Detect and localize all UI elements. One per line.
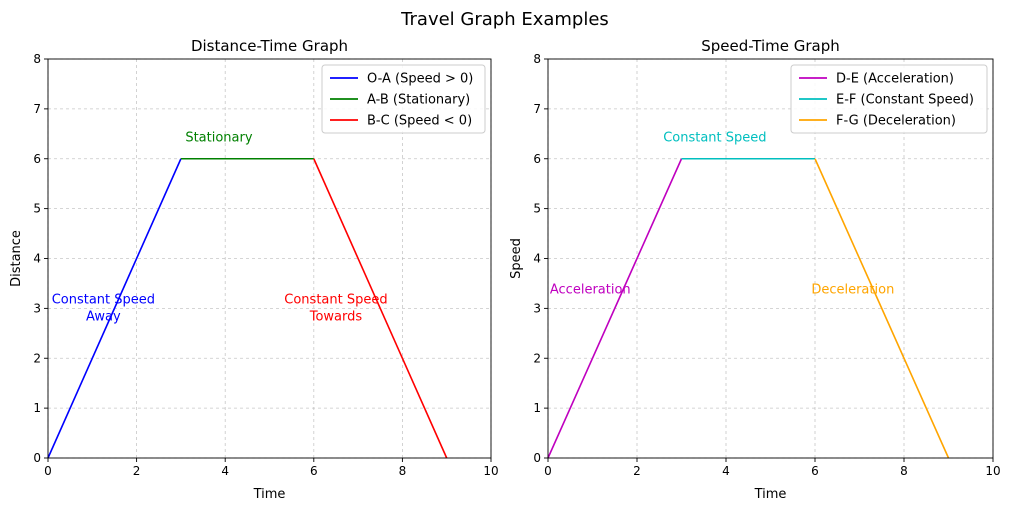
distance-time-annotation-0: Stationary	[185, 130, 253, 145]
distance-time-y-tick-label: 1	[33, 401, 41, 415]
distance-time-legend-label-0: O-A (Speed > 0)	[367, 72, 473, 87]
distance-time-x-tick-label: 0	[44, 464, 52, 478]
speed-time-legend-label-2: F-G (Deceleration)	[836, 114, 956, 129]
speed-time-x-tick-label: 6	[811, 464, 819, 478]
distance-time-y-tick-label: 3	[33, 301, 41, 315]
distance-time-series-line-2	[313, 158, 448, 459]
speed-time-y-tick-label: 5	[533, 202, 541, 216]
distance-time-x-tick-label: 8	[399, 464, 407, 478]
speed-time-x-tick-label: 8	[900, 464, 908, 478]
distance-time-x-tick-label: 2	[133, 464, 141, 478]
speed-time-x-tick-label: 0	[544, 464, 552, 478]
speed-time-annotation-0: Constant Speed	[663, 130, 766, 145]
speed-time-x-axis-label: Time	[754, 487, 787, 502]
speed-time-annotation-1: Acceleration	[550, 282, 631, 297]
distance-time-y-axis-label: Distance	[9, 230, 24, 287]
distance-time-y-tick-label: 7	[33, 102, 41, 116]
speed-time-series-line-0	[547, 158, 683, 459]
distance-time-x-tick-label: 4	[221, 464, 229, 478]
distance-time-y-tick-label: 8	[33, 52, 41, 66]
distance-time-y-tick-label: 2	[33, 351, 41, 365]
distance-time-y-tick-label: 0	[33, 451, 41, 465]
speed-time-legend-label-1: E-F (Constant Speed)	[836, 93, 974, 108]
distance-time-y-tick-label: 4	[33, 252, 41, 266]
speed-time-x-tick-label: 2	[633, 464, 641, 478]
speed-time-y-tick-label: 0	[533, 451, 541, 465]
distance-time-y-tick-label: 6	[33, 152, 41, 166]
speed-time-series-line-2	[814, 158, 950, 459]
distance-time-annotation-2: Constant Speed Towards	[284, 292, 387, 324]
distance-time-annotation-1: Constant Speed Away	[52, 292, 155, 324]
distance-time-plot: 0 2 4 6 8 10 0 1 2 3 4 5 6 7 8 Distance-Time Graph Time D…	[9, 37, 499, 502]
speed-time-y-tick-label: 2	[533, 351, 541, 365]
speed-time-y-axis-label: Speed	[509, 238, 524, 279]
distance-time-series-line-0	[47, 158, 182, 459]
distance-time-x-tick-label: 10	[483, 464, 498, 478]
speed-time-legend-box	[790, 64, 988, 134]
speed-time-y-tick-label: 4	[533, 252, 541, 266]
distance-time-title: Distance-Time Graph	[191, 37, 348, 55]
distance-time-x-axis-label: Time	[253, 487, 286, 502]
speed-time-title: Speed-Time Graph	[701, 37, 840, 55]
speed-time-y-tick-label: 3	[533, 301, 541, 315]
distance-time-legend-label-1: A-B (Stationary)	[367, 93, 470, 108]
speed-time-plot: 0 2 4 6 8 10 0 1 2 3 4 5 6 7 8 Speed-Time Graph Time Spee…	[509, 37, 1001, 502]
figure-suptitle: Travel Graph Examples	[400, 9, 609, 30]
distance-time-legend-box	[321, 64, 486, 134]
distance-time-x-tick-label: 6	[310, 464, 318, 478]
distance-time-y-tick-label: 5	[33, 202, 41, 216]
speed-time-x-tick-label: 4	[722, 464, 730, 478]
speed-time-y-tick-label: 6	[533, 152, 541, 166]
speed-time-y-tick-label: 1	[533, 401, 541, 415]
distance-time-legend-label-2: B-C (Speed < 0)	[367, 114, 472, 129]
speed-time-annotation-2: Deceleration	[811, 282, 894, 297]
speed-time-x-tick-label: 10	[985, 464, 1000, 478]
speed-time-y-tick-label: 7	[533, 102, 541, 116]
speed-time-legend-label-0: D-E (Acceleration)	[836, 72, 954, 87]
speed-time-y-tick-label: 8	[533, 52, 541, 66]
